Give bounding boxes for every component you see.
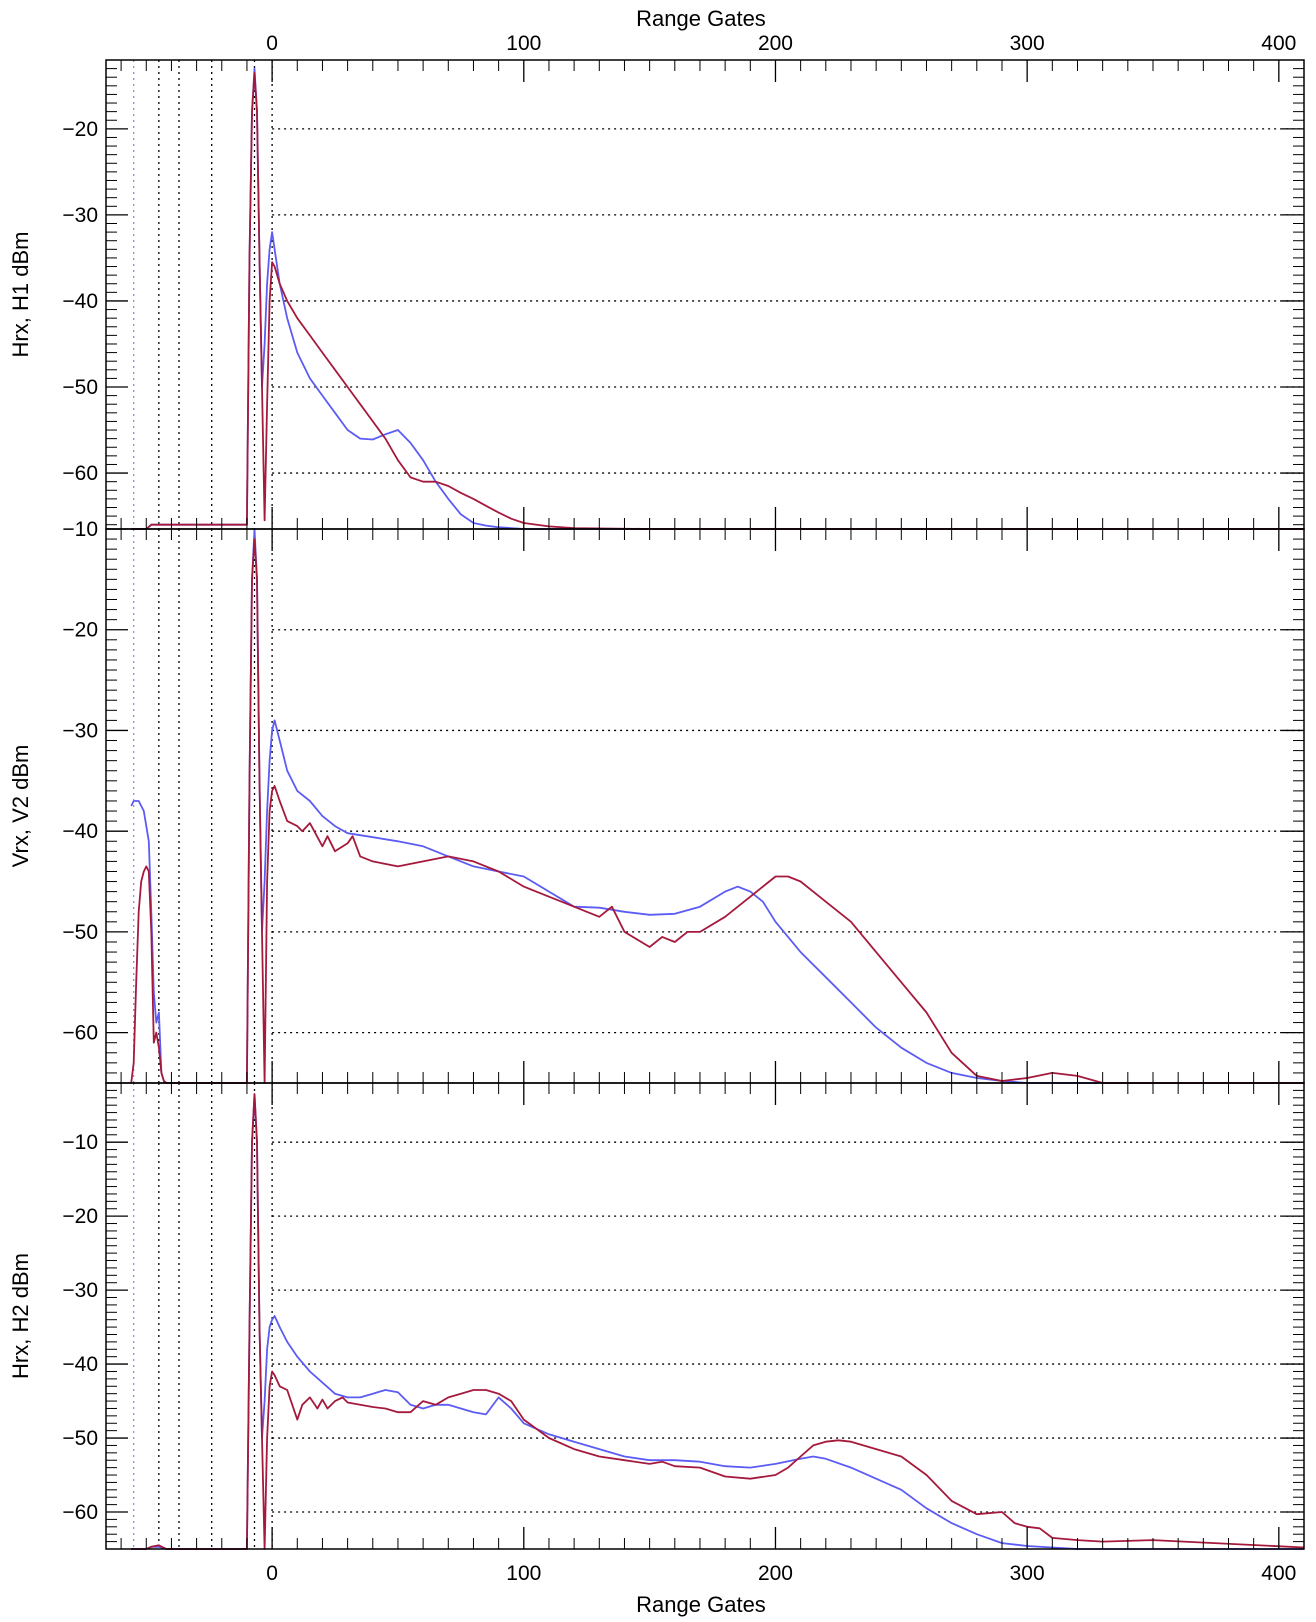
frame-layer xyxy=(105,59,1305,1550)
y-tick-label: −30 xyxy=(62,719,98,742)
x-axis-title: Range Gates xyxy=(636,1592,766,1617)
panel-frame xyxy=(105,1082,1305,1550)
y-tick-label: −30 xyxy=(62,204,98,227)
y-tick-label: −40 xyxy=(62,820,98,843)
y-tick-label: −40 xyxy=(62,1353,98,1376)
y-tick-label: −20 xyxy=(62,118,98,141)
x-tick-label-bottom: 200 xyxy=(758,1562,793,1585)
y-axis-title: Hrx, H1 dBm xyxy=(8,232,33,358)
x-tick-label-top: 0 xyxy=(266,32,278,55)
series-line-blue xyxy=(131,1093,1304,1550)
y-tick-label: −10 xyxy=(62,518,98,541)
x-tick-label-top: 100 xyxy=(506,32,541,55)
x-tick-label-top: 300 xyxy=(1010,32,1045,55)
series-line-red xyxy=(130,538,1304,1084)
x-tick-label-bottom: 100 xyxy=(506,1562,541,1585)
series-line-red xyxy=(131,1093,1305,1550)
series-line-red xyxy=(131,72,1304,530)
top-axis-title: Range Gates xyxy=(636,6,766,31)
x-tick-label-bottom: 0 xyxy=(266,1562,278,1585)
y-tick-label: −60 xyxy=(62,1501,98,1524)
x-tick-label-top: 400 xyxy=(1261,32,1296,55)
y-tick-label: −40 xyxy=(62,290,98,313)
y-tick-label: −50 xyxy=(62,1427,98,1450)
series-layer xyxy=(130,67,1305,1550)
panel-frame xyxy=(105,59,1305,530)
y-axis-title: Hrx, H2 dBm xyxy=(8,1253,33,1379)
y-tick-label: −60 xyxy=(62,1022,98,1045)
series-line-blue xyxy=(131,67,1304,530)
y-axis-title: Vrx, V2 dBm xyxy=(8,745,33,868)
label-layer: Range Gates Range Gates −20 −30 −40 −50 −60 H… xyxy=(8,6,1296,1617)
series-line-blue xyxy=(130,528,1304,1084)
x-tick-label-bottom: 300 xyxy=(1010,1562,1045,1585)
panel-frame xyxy=(105,528,1305,1084)
x-tick-label-top: 200 xyxy=(758,32,793,55)
y-tick-label: −60 xyxy=(62,462,98,485)
y-tick-label: −10 xyxy=(62,1131,98,1154)
y-tick-label: −50 xyxy=(62,376,98,399)
y-tick-label: −20 xyxy=(62,619,98,642)
grid-layer xyxy=(133,60,1304,1549)
y-tick-label: −50 xyxy=(62,921,98,944)
y-tick-label: −20 xyxy=(62,1205,98,1228)
x-tick-label-bottom: 400 xyxy=(1261,1562,1296,1585)
y-tick-label: −30 xyxy=(62,1279,98,1302)
